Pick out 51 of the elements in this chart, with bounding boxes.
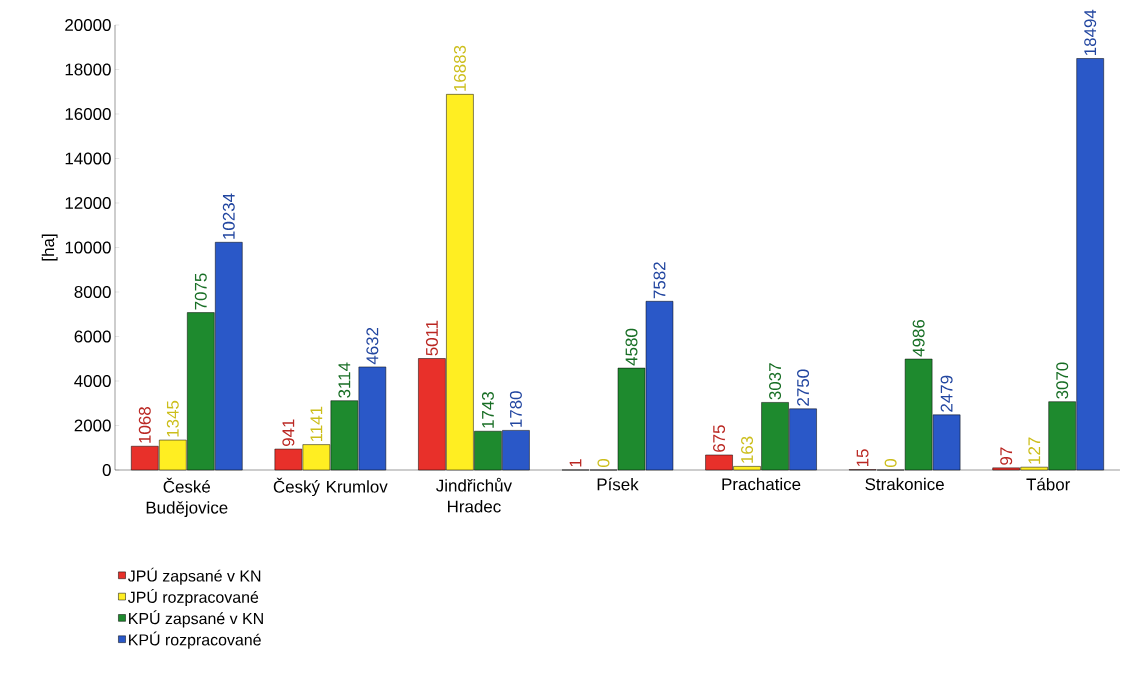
data-label: 163 xyxy=(741,436,754,463)
data-label: 1780 xyxy=(509,391,522,427)
data-label: 7582 xyxy=(653,262,666,299)
data-label: 15 xyxy=(856,449,869,467)
y-tick-label: 16000 xyxy=(65,108,111,120)
data-label: 3037 xyxy=(769,363,782,400)
x-tick-label: Tábor xyxy=(1026,477,1071,491)
y-tick-label: 20000 xyxy=(65,19,111,31)
x-tick-label: Český Krumlov xyxy=(273,477,388,497)
data-label: 4632 xyxy=(366,327,379,365)
data-label: 1068 xyxy=(138,407,151,443)
x-tick-label: České Budějovice xyxy=(146,477,228,518)
data-label: 1743 xyxy=(481,392,494,428)
y-tick-label: 14000 xyxy=(65,152,111,165)
data-label: 18494 xyxy=(1084,9,1097,55)
x-tick-label: Písek xyxy=(597,477,639,491)
y-tick-label: 0 xyxy=(102,464,111,476)
data-label: 16883 xyxy=(453,45,466,91)
y-tick-label: 6000 xyxy=(74,330,111,343)
y-tick-label: 18000 xyxy=(65,63,111,76)
data-label: 4986 xyxy=(912,319,925,357)
y-tick-label: 8000 xyxy=(74,286,111,298)
data-label: 1141 xyxy=(310,406,323,442)
legend-label: JPÚ zapsané v KN xyxy=(128,567,261,585)
data-label: 7075 xyxy=(194,273,207,310)
data-label: 1 xyxy=(569,459,582,467)
y-tick-label: 12000 xyxy=(65,197,111,209)
x-tick-label: Prachatice xyxy=(722,477,801,491)
legend-label: KPÚ zapsané v KN xyxy=(129,610,263,628)
data-label: 941 xyxy=(282,419,295,447)
data-label: 3070 xyxy=(1056,362,1069,399)
data-label: 4580 xyxy=(625,328,638,366)
data-label: 3114 xyxy=(338,362,351,398)
data-label: 127 xyxy=(1028,437,1041,464)
y-tick-label: 2000 xyxy=(74,419,111,432)
x-tick-label: Jindřichův Hradec xyxy=(436,477,512,513)
legend-label: KPÚ rozpracované xyxy=(129,631,261,649)
x-tick-label: Strakonice xyxy=(865,477,944,491)
data-label: 5011 xyxy=(425,320,438,356)
data-label: 2479 xyxy=(940,375,953,412)
legend-label: JPÚ rozpracované xyxy=(128,588,259,607)
data-label: 97 xyxy=(1000,447,1013,465)
data-label: 1345 xyxy=(166,400,179,437)
y-tick-label: 4000 xyxy=(74,375,111,387)
data-label: 0 xyxy=(884,458,897,468)
data-label: 10234 xyxy=(222,193,235,239)
y-axis-title: [ha] xyxy=(41,234,58,261)
y-tick-label: 10000 xyxy=(65,241,111,254)
data-label: 675 xyxy=(713,425,726,452)
data-label: 2750 xyxy=(797,369,810,406)
data-label: 0 xyxy=(597,458,610,468)
